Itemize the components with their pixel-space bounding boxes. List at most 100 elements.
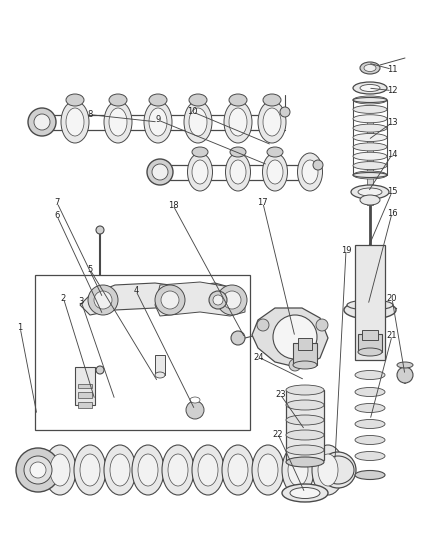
Ellipse shape bbox=[184, 101, 212, 143]
Ellipse shape bbox=[229, 94, 247, 106]
Ellipse shape bbox=[353, 143, 387, 151]
Ellipse shape bbox=[282, 484, 328, 502]
Ellipse shape bbox=[138, 454, 158, 486]
Text: 4: 4 bbox=[133, 286, 138, 295]
Text: 1: 1 bbox=[18, 324, 23, 332]
Ellipse shape bbox=[360, 195, 380, 205]
Ellipse shape bbox=[74, 445, 106, 495]
Text: 3: 3 bbox=[78, 297, 84, 305]
Ellipse shape bbox=[192, 147, 208, 157]
Text: 17: 17 bbox=[258, 198, 268, 207]
Ellipse shape bbox=[358, 348, 382, 356]
Text: 2: 2 bbox=[61, 294, 66, 303]
Circle shape bbox=[30, 462, 46, 478]
Circle shape bbox=[16, 448, 60, 492]
Ellipse shape bbox=[312, 445, 344, 495]
Ellipse shape bbox=[66, 94, 84, 106]
Ellipse shape bbox=[155, 372, 165, 378]
Circle shape bbox=[209, 291, 227, 309]
Text: 18: 18 bbox=[168, 201, 178, 209]
Ellipse shape bbox=[360, 62, 380, 74]
Text: 11: 11 bbox=[387, 65, 397, 74]
Circle shape bbox=[155, 285, 185, 315]
Ellipse shape bbox=[61, 101, 89, 143]
Ellipse shape bbox=[228, 454, 248, 486]
Ellipse shape bbox=[110, 454, 130, 486]
Circle shape bbox=[397, 367, 413, 383]
Ellipse shape bbox=[44, 445, 76, 495]
Bar bbox=[286, 390, 324, 460]
Ellipse shape bbox=[351, 185, 389, 199]
Ellipse shape bbox=[322, 456, 354, 484]
Circle shape bbox=[223, 291, 241, 309]
Ellipse shape bbox=[80, 454, 100, 486]
Circle shape bbox=[96, 366, 104, 374]
Ellipse shape bbox=[224, 101, 252, 143]
Ellipse shape bbox=[355, 387, 385, 397]
Ellipse shape bbox=[353, 173, 387, 177]
Ellipse shape bbox=[286, 457, 324, 467]
Ellipse shape bbox=[50, 454, 70, 486]
Ellipse shape bbox=[347, 300, 393, 310]
Text: 7: 7 bbox=[54, 198, 60, 207]
Ellipse shape bbox=[353, 106, 387, 114]
Bar bbox=[367, 115, 373, 205]
Text: 15: 15 bbox=[387, 188, 397, 196]
Ellipse shape bbox=[267, 160, 283, 184]
Circle shape bbox=[217, 285, 247, 315]
Circle shape bbox=[280, 107, 290, 117]
Ellipse shape bbox=[132, 445, 164, 495]
Bar bbox=[362, 330, 378, 340]
Ellipse shape bbox=[344, 301, 396, 319]
Ellipse shape bbox=[286, 445, 324, 455]
Circle shape bbox=[273, 315, 317, 359]
Bar bbox=[78, 384, 92, 388]
Ellipse shape bbox=[262, 153, 287, 191]
Ellipse shape bbox=[364, 64, 376, 71]
Ellipse shape bbox=[355, 403, 385, 413]
Ellipse shape bbox=[355, 471, 385, 480]
Bar bbox=[298, 338, 312, 350]
Circle shape bbox=[24, 456, 52, 484]
Ellipse shape bbox=[104, 445, 136, 495]
Bar bbox=[293, 343, 317, 365]
Text: 10: 10 bbox=[187, 108, 198, 116]
Text: 9: 9 bbox=[155, 116, 160, 124]
Text: 16: 16 bbox=[387, 209, 397, 217]
Ellipse shape bbox=[288, 454, 308, 486]
Ellipse shape bbox=[109, 94, 127, 106]
Circle shape bbox=[152, 164, 168, 180]
Circle shape bbox=[88, 285, 118, 315]
Text: 14: 14 bbox=[387, 150, 397, 159]
Circle shape bbox=[161, 291, 179, 309]
Ellipse shape bbox=[353, 82, 387, 94]
Ellipse shape bbox=[252, 445, 284, 495]
Text: 6: 6 bbox=[54, 212, 60, 220]
Ellipse shape bbox=[397, 362, 413, 368]
Circle shape bbox=[186, 401, 204, 419]
Text: 19: 19 bbox=[341, 246, 351, 255]
Ellipse shape bbox=[353, 115, 387, 123]
Ellipse shape bbox=[358, 188, 382, 196]
Bar bbox=[78, 392, 92, 398]
Ellipse shape bbox=[162, 445, 194, 495]
Ellipse shape bbox=[286, 415, 324, 425]
Ellipse shape bbox=[282, 445, 314, 495]
Ellipse shape bbox=[144, 101, 172, 143]
Bar bbox=[155, 355, 165, 375]
Ellipse shape bbox=[187, 153, 212, 191]
Ellipse shape bbox=[230, 147, 246, 157]
Ellipse shape bbox=[353, 96, 387, 104]
Ellipse shape bbox=[263, 108, 281, 136]
Text: 5: 5 bbox=[87, 265, 92, 273]
Ellipse shape bbox=[192, 445, 224, 495]
Ellipse shape bbox=[355, 435, 385, 445]
Ellipse shape bbox=[168, 454, 188, 486]
Ellipse shape bbox=[149, 108, 167, 136]
Ellipse shape bbox=[353, 133, 387, 141]
Ellipse shape bbox=[286, 400, 324, 410]
Circle shape bbox=[257, 319, 269, 331]
Polygon shape bbox=[252, 308, 328, 368]
Circle shape bbox=[147, 159, 173, 185]
Ellipse shape bbox=[286, 385, 324, 395]
